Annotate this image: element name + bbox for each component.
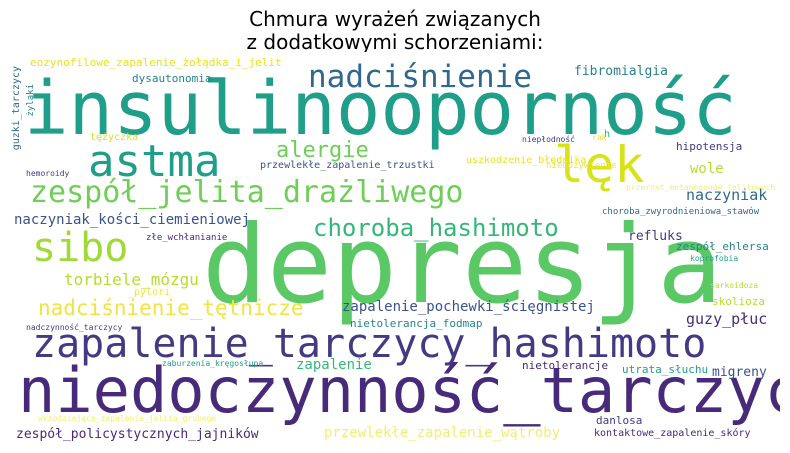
- word-niedozywienie: niedożywienie: [546, 161, 617, 171]
- word-h: h: [604, 129, 611, 140]
- word-wrzodziejace-zapalenie-jelita: wrzodziejące_zapalenie_jelita_grubego: [38, 414, 217, 423]
- word-fibromialgia: fibromialgia: [574, 64, 668, 79]
- word-nietolerancje: nietolerancje: [522, 359, 609, 372]
- word-nadczynnosc-tarczycy: nadczynność_tarczycy: [26, 323, 123, 332]
- word-zapalenie: zapalenie: [296, 357, 372, 373]
- word-astma: astma: [88, 136, 221, 187]
- word-zapalenie-pochewki-scieg: zapalenie_pochewki_ścięgnistej: [342, 299, 595, 315]
- word-kontaktowe-zapalenie-skory: kontaktowe_zapalenie_skóry: [594, 428, 751, 439]
- word-przerost-metanogenow: przerost_metanogenów_jelitowych: [626, 183, 776, 192]
- word-hemoroidy: hemoroidy: [26, 169, 70, 178]
- word-rak: rak: [592, 133, 607, 142]
- word-nadcisnienie-tetnicze: nadciśnienie_tętnicze: [38, 296, 304, 320]
- word-dysautonomia: dysautonomia: [132, 72, 212, 85]
- word-koprofobia: koprofobia: [690, 254, 739, 263]
- word-zylaki: żylaki: [26, 84, 36, 117]
- word-choroba-hashimoto: choroba_hashimoto: [313, 214, 559, 242]
- word-depresja: depresja: [202, 203, 723, 328]
- word-migreny: migreny: [712, 365, 767, 380]
- page-title: Chmura wyrażeń związanych z dodatkowymi …: [0, 8, 790, 54]
- title-line-1: Chmura wyrażeń związanych: [249, 7, 541, 31]
- word-refluks: refluks: [628, 229, 683, 244]
- word-danlosa: danlosa: [596, 414, 643, 427]
- word-nieplodnosc: niepłodność: [522, 135, 575, 144]
- word-zaburzenia-kregoslupa: zaburzenia_kręgosłupa: [162, 359, 264, 368]
- word-sibo: sibo: [32, 225, 129, 271]
- word-uszkodzenie-bledbnika: uszkodzenie_błędnika: [466, 155, 587, 166]
- word-lek: lęk: [554, 136, 645, 194]
- word-przewlekle-zapalenie-trzustki: przewlekłe_zapalenie_trzustki: [260, 160, 435, 171]
- word-cloud: insulinooporność depresja niedoczynność_…: [10, 52, 780, 448]
- word-guzki-tarczycy: guzki_tarczycy: [11, 66, 22, 151]
- word-skolioza: skolioza: [712, 295, 765, 308]
- word-zle-wchlanianie: złe_wchłanianie: [146, 233, 228, 243]
- word-naczyniak: naczyniak: [686, 186, 768, 204]
- word-zespol-ehlersa: zespół_ehlersa: [676, 240, 769, 253]
- word-wole: wole: [690, 161, 724, 177]
- word-zapalenie-tarczycy-hashimoto: zapalenie_tarczycy_hashimoto: [32, 321, 707, 367]
- word-insulinoopornosc: insulinooporność: [24, 66, 737, 152]
- word-eozynofilowe-zapalenie: eozynofilowe_zapalenie_żołądka_i_jelit: [30, 56, 282, 69]
- word-nietolerancja-fodmap: nietolerancja_fodmap: [350, 317, 483, 330]
- word-alergie: alergie: [276, 138, 369, 163]
- word-zespol-policystycznych-jajnikow: zespół_policystycznych_jajników: [16, 427, 259, 442]
- word-utrata-sluchu: utrata_słuchu: [622, 363, 709, 376]
- word-guzy-pluc: guzy_płuc: [686, 310, 768, 328]
- word-przewlekle-zapalenie-watroby: przewlekłe_zapalenie_wątroby: [324, 425, 561, 441]
- word-hipotensja: hipotensja: [676, 140, 743, 153]
- word-torbiele-mozgu: torbiele_mózgu: [64, 270, 199, 289]
- word-pylori: _pylori: [128, 287, 171, 298]
- word-niedoczynnosc-tarczycy: niedoczynność_tarczycy: [18, 354, 780, 427]
- title-line-2: z dodatkowymi schorzeniami:: [246, 30, 544, 54]
- word-sarkoidoza: sarkoidoza: [710, 281, 759, 290]
- word-naczyniak-kosci-ciemieniowej: naczyniak_kości_ciemieniowej: [14, 212, 251, 228]
- word-zespol-jelita-drazliwego: zespół_jelita_drażliwego: [30, 175, 464, 210]
- word-choroba-zwyrodnieniowa-stawow: choroba_zwyrodnieniowa_stawów: [602, 207, 760, 217]
- word-tezyczka: tężyczka: [90, 132, 139, 143]
- word-nadcisnienie: nadciśnienie: [308, 59, 532, 95]
